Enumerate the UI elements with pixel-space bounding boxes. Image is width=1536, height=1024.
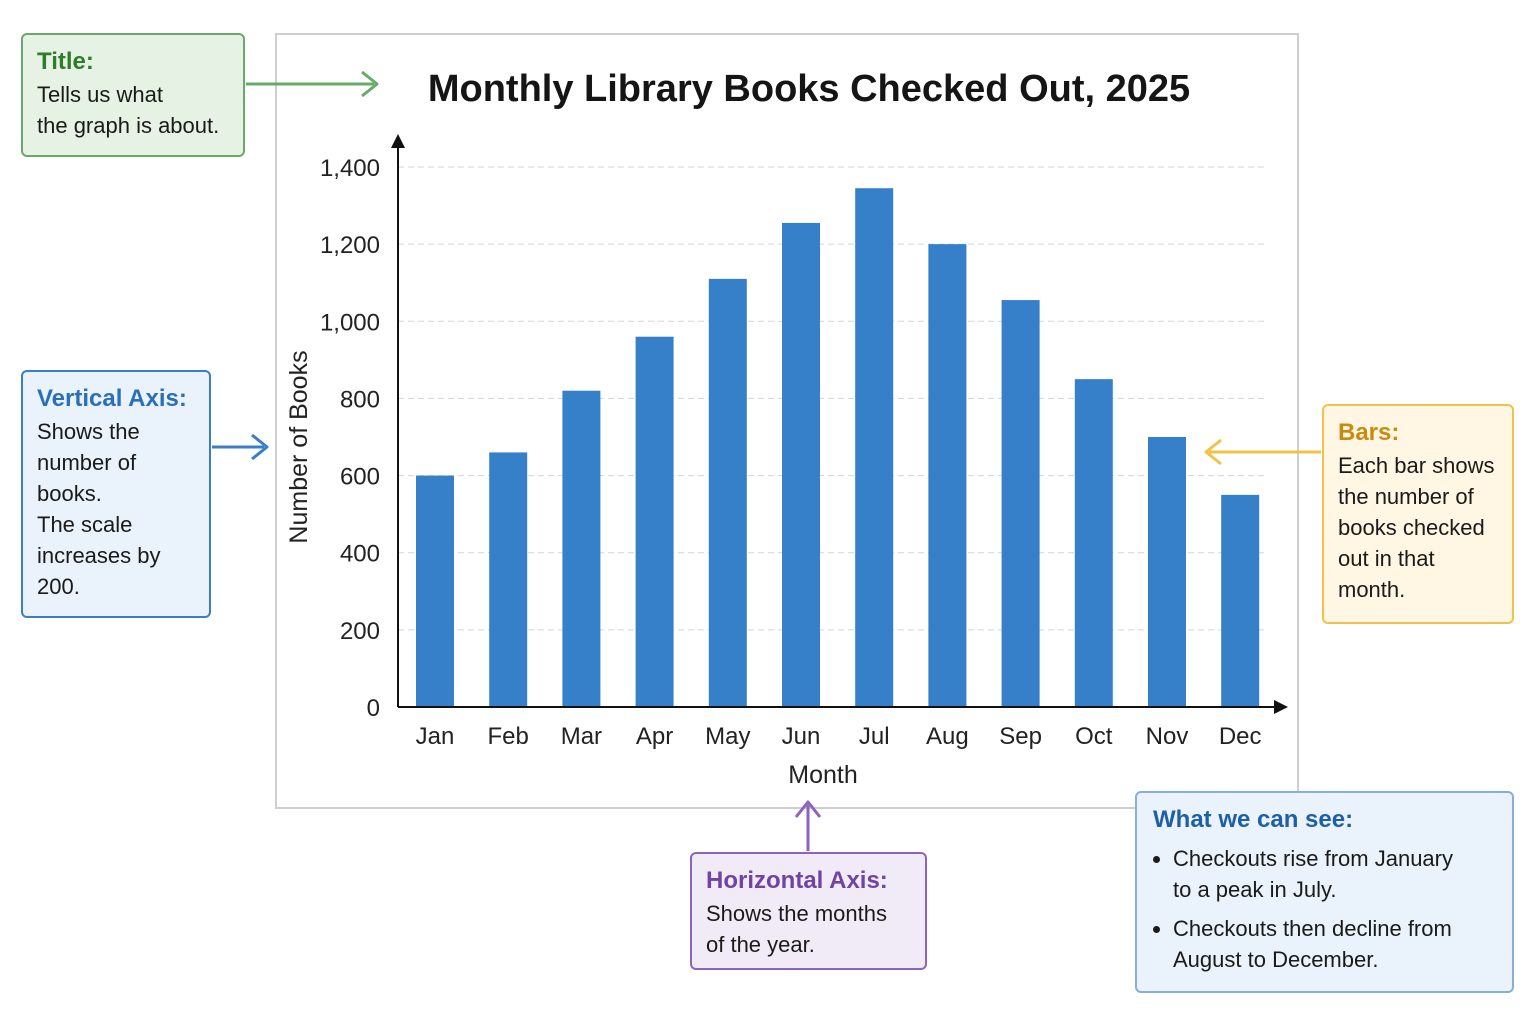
y-tick-label: 1,200: [320, 232, 380, 259]
y-tick-label: 0: [367, 695, 380, 722]
observation-item: Checkouts then decline from August to De…: [1173, 913, 1498, 975]
bar: [855, 188, 894, 707]
vertical-axis-callout-line: The scale: [37, 512, 133, 537]
y-axis-arrowhead: [391, 134, 405, 148]
horizontal-axis-arrow: [794, 800, 822, 851]
bar: [928, 244, 967, 707]
bars-callout-line: the number of: [1338, 484, 1474, 509]
x-axis-label: Month: [788, 761, 857, 789]
observation-line: Checkouts then decline from: [1173, 916, 1452, 941]
x-tick-label: Jun: [782, 723, 821, 750]
x-axis-arrowhead: [1274, 700, 1288, 714]
title-callout-heading: Title:: [37, 48, 94, 75]
observation-line: to a peak in July.: [1173, 877, 1337, 902]
observations-callout-heading: What we can see:: [1153, 806, 1354, 833]
x-tick-label: Nov: [1146, 723, 1189, 750]
x-tick-label: Oct: [1075, 723, 1113, 750]
bars-callout-heading: Bars:: [1338, 419, 1400, 446]
y-tick-label: 400: [340, 541, 380, 568]
horizontal-axis-callout-line: of the year.: [706, 932, 815, 957]
horizontal-axis-callout-line: Shows the months: [706, 901, 887, 926]
bar: [782, 222, 820, 707]
bars-callout-line: out in that: [1338, 546, 1435, 571]
horizontal-axis-callout-heading: Horizontal Axis:: [706, 867, 888, 894]
bar: [1074, 379, 1113, 707]
title-callout-line: the graph is about.: [37, 113, 220, 138]
y-tick-label: 200: [340, 618, 380, 645]
bars-callout-line: Each bar shows: [1338, 453, 1495, 478]
x-tick-label: Jan: [416, 723, 455, 750]
vertical-axis-callout-line: 200.: [37, 574, 80, 599]
y-tick-label: 1,400: [320, 155, 380, 182]
bar: [1001, 300, 1040, 707]
x-tick-label: Aug: [926, 723, 969, 750]
vertical-axis-callout-line: increases by: [37, 543, 161, 568]
observations-list: Checkouts rise from January to a peak in…: [1153, 843, 1498, 975]
bar: [635, 336, 674, 707]
bar: [708, 278, 747, 707]
x-tick-label: Apr: [636, 723, 673, 750]
y-tick-label: 1,000: [320, 309, 380, 336]
bar: [489, 452, 528, 707]
title-callout: Title: Tells us what the graph is about.: [21, 33, 245, 157]
x-tick-label: May: [705, 723, 750, 750]
vertical-axis-callout-line: Shows the: [37, 419, 140, 444]
x-tick-label: Feb: [488, 723, 529, 750]
horizontal-axis-callout: Horizontal Axis: Shows the months of the…: [690, 852, 927, 970]
x-tick-label: Jul: [859, 723, 890, 750]
bar: [1221, 494, 1260, 707]
observations-callout: What we can see: Checkouts rise from Jan…: [1135, 791, 1514, 993]
y-tick-label: 600: [340, 464, 380, 491]
bars-callout-line: books checked: [1338, 515, 1485, 540]
observation-line: August to December.: [1173, 947, 1379, 972]
vertical-axis-callout-line: books.: [37, 481, 102, 506]
x-tick-label: Sep: [999, 723, 1042, 750]
bar: [416, 475, 454, 707]
bars-callout-line: month.: [1338, 577, 1406, 602]
vertical-axis-callout: Vertical Axis: Shows the number of books…: [21, 370, 211, 618]
chart-title: Monthly Library Books Checked Out, 2025: [428, 68, 1190, 110]
title-callout-line: Tells us what: [37, 82, 163, 107]
x-tick-label: Dec: [1219, 723, 1262, 750]
bar: [1148, 437, 1186, 707]
observation-item: Checkouts rise from January to a peak in…: [1173, 843, 1498, 905]
bar: [562, 390, 601, 707]
chart-frame: Monthly Library Books Checked Out, 2025 0…: [275, 33, 1299, 809]
y-axis-label: Number of Books: [285, 350, 313, 543]
vertical-axis-arrow: [212, 433, 269, 461]
y-tick-label: 800: [340, 386, 380, 413]
vertical-axis-callout-line: number of: [37, 450, 137, 475]
observation-line: Checkouts rise from January: [1173, 846, 1453, 871]
vertical-axis-callout-heading: Vertical Axis:: [37, 385, 187, 412]
bar-chart: Monthly Library Books Checked Out, 2025 0…: [285, 68, 1288, 789]
bars-callout: Bars: Each bar shows the number of books…: [1322, 404, 1514, 624]
x-tick-label: Mar: [561, 723, 602, 750]
